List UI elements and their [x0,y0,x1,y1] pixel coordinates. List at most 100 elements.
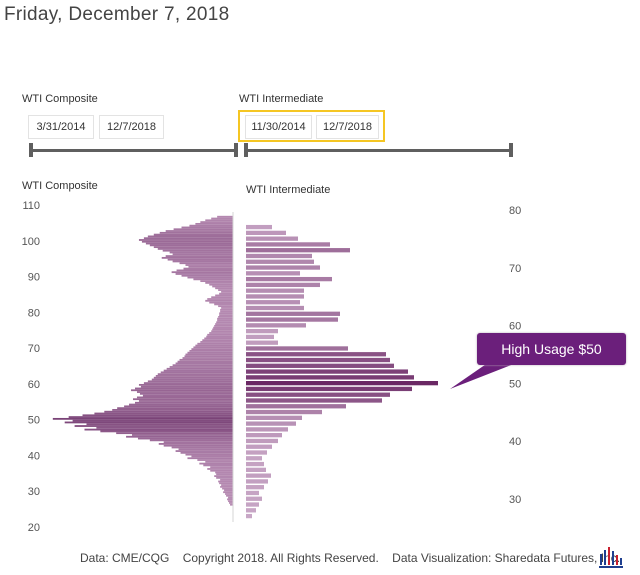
intermediate-volume-bar [246,276,332,282]
composite-start-date-input[interactable]: 3/31/2014 [28,115,94,139]
composite-volume-bar [158,443,233,445]
intermediate-volume-bar [246,271,300,276]
composite-volume-bar [199,462,233,465]
intermediate-volume-bar [246,265,320,270]
composite-volume-bar [218,480,233,483]
intermediate-volume-bar [246,357,390,363]
composite-volume-bar [159,231,233,234]
composite-slider-end-handle[interactable] [234,143,238,157]
composite-volume-bar [52,417,233,420]
intermediate-date-slider-track[interactable] [246,149,512,152]
composite-volume-bar [100,430,233,433]
composite-tick-label: 90 [28,272,40,284]
composite-volume-bar [205,219,233,222]
composite-volume-bar [204,337,233,340]
composite-tick-label: 70 [28,343,40,355]
intermediate-volume-bar [246,242,330,247]
composite-volume-bar [207,468,233,470]
composite-volume-bar [182,357,233,359]
composite-volume-bar [195,222,233,225]
composite-slider-start-handle[interactable] [29,143,33,157]
composite-volume-bar [184,355,233,358]
intermediate-volume-bar [246,479,268,484]
intermediate-tick-label: 70 [509,263,521,275]
footer-visualization-credit: Data Visualization: Sharedata Futures, I… [392,551,621,565]
composite-volume-bar [124,405,233,408]
intermediate-start-date-input[interactable]: 11/30/2014 [245,115,312,139]
composite-volume-bar [209,283,233,286]
composite-volume-bar [136,396,233,399]
composite-volume-bar [138,239,233,241]
intermediate-volume-bar [246,386,412,392]
composite-volume-bar [211,330,233,333]
composite-volume-bar [210,469,233,472]
composite-volume-bar [165,230,233,232]
composite-volume-bar [228,496,233,499]
intermediate-slider-end-handle[interactable] [509,143,513,157]
intermediate-volume-bar [246,513,252,519]
composite-volume-bar [132,434,233,436]
composite-volume-bar [138,400,233,402]
composite-volume-bar [160,371,233,374]
composite-tick-label: 50 [28,415,40,427]
intermediate-volume-bar [246,305,304,311]
composite-volume-bar [218,316,233,318]
composite-volume-bar [134,401,233,404]
composite-volume-bar [217,319,233,322]
composite-volume-bar [200,341,233,343]
intermediate-volume-bar [246,311,340,316]
intermediate-volume-bar [246,259,314,264]
composite-volume-bar [207,298,233,300]
composite-volume-bar [149,244,233,247]
composite-volume-bar [149,439,233,442]
composite-volume-bar [153,376,233,379]
composite-volume-bar [226,494,233,497]
composite-volume-bar [134,387,233,390]
composite-volume-bar [227,498,233,501]
composite-end-date-input[interactable]: 12/7/2018 [99,115,164,139]
intermediate-axis-ticks: 30 40 50 60 70 80 [509,205,521,506]
composite-volume-bar [143,237,233,240]
intermediate-volume-bar [246,323,306,328]
intermediate-chart-title: WTI Intermediate [246,184,331,196]
composite-volume-bar [169,251,233,254]
intermediate-volume-bar [246,253,312,259]
composite-volume-bar [214,475,233,478]
composite-volume-bar [68,416,233,418]
intermediate-tick-label: 30 [509,494,521,506]
composite-date-slider-track[interactable] [31,149,237,152]
composite-volume-bar [151,378,233,381]
composite-volume-bar [187,351,233,354]
composite-volume-bar [169,366,233,368]
composite-volume-bar [193,346,233,349]
composite-volume-bar [206,335,233,338]
intermediate-volume-bar [246,450,267,455]
composite-tick-label: 40 [28,450,40,462]
intermediate-slider-start-handle[interactable] [244,143,248,157]
composite-volume-bar [223,491,233,494]
footer-data-source: Data: CME/CQG [80,551,170,565]
composite-volume-bar [210,466,233,469]
composite-volume-bar [163,369,233,372]
composite-volume-bar [139,392,233,395]
composite-volume-bar [200,221,233,223]
intermediate-volume-bar [246,392,390,397]
composite-volume-bar [205,282,233,284]
composite-volume-bar [176,269,233,272]
composite-volume-bar [197,459,233,461]
composite-chart-title: WTI Composite [22,180,98,192]
composite-volume-bar [147,235,233,238]
composite-volume-bar [138,383,233,386]
composite-volume-bar [153,246,233,249]
intermediate-volume-bar [246,427,288,432]
intermediate-tick-label: 60 [509,321,521,333]
composite-volume-bar [219,482,233,485]
intermediate-volume-bar [246,340,278,345]
composite-volume-bar [126,435,233,438]
composite-volume-bar [217,215,233,218]
intermediate-end-date-input[interactable]: 12/7/2018 [316,115,379,139]
composite-volume-bar [96,426,233,429]
composite-volume-bar [157,248,233,250]
composite-volume-bar [219,292,233,295]
composite-volume-bar [142,394,233,397]
